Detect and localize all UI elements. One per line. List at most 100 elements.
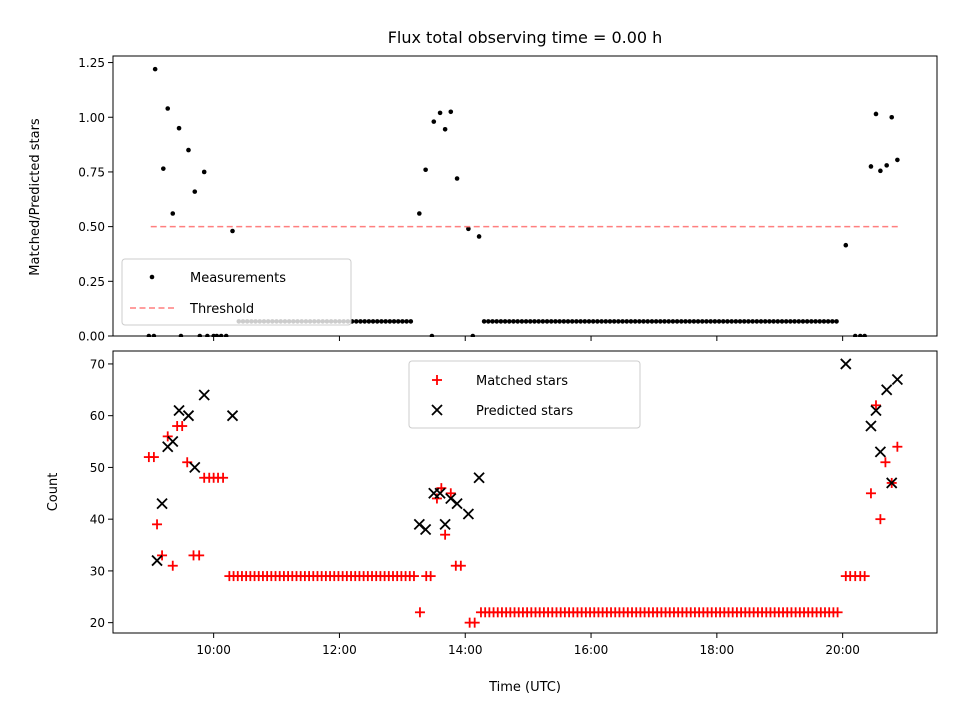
measurement-point — [658, 319, 663, 324]
matched-star-marker — [469, 617, 480, 628]
measurement-point — [586, 319, 592, 324]
measurement-point — [767, 319, 772, 324]
measurement-point — [830, 319, 835, 324]
measurement-point — [878, 168, 883, 174]
bottom-legend: Matched stars Predicted stars — [408, 360, 641, 429]
measurement-point — [506, 319, 512, 324]
legend-predicted-label: Predicted stars — [476, 404, 573, 419]
matched-star-marker — [880, 457, 891, 468]
measurement-point — [519, 319, 525, 324]
matched-star-marker — [148, 452, 159, 463]
measurement-point — [387, 319, 393, 324]
bottom-y-tick-label: 40 — [90, 513, 105, 527]
predicted-star-marker — [419, 523, 432, 536]
measurement-point — [662, 319, 667, 324]
measurement-point — [611, 319, 617, 324]
predicted-star-marker — [886, 477, 898, 489]
measurement-point — [476, 234, 482, 239]
measurement-point — [895, 157, 900, 163]
measurement-point — [746, 319, 751, 324]
predicted-star-marker — [173, 404, 185, 417]
top-y-tick-label: 0.25 — [78, 275, 105, 289]
matched-star-marker — [859, 571, 870, 582]
measurement-point — [161, 166, 166, 171]
top-panel: 0.00 0.25 0.50 0.75 1.00 1.25 Measurements Thre… — [78, 55, 938, 344]
matched-star-marker — [832, 607, 843, 618]
measurement-point — [590, 319, 596, 324]
bottom-x-tick-label: 10:00 — [196, 643, 231, 657]
bottom-x-tick-label: 14:00 — [448, 643, 483, 657]
measurement-point — [796, 319, 802, 324]
measurement-point — [649, 319, 655, 324]
measurement-point — [400, 319, 405, 324]
measurement-point — [454, 176, 460, 181]
matched-star-marker — [414, 607, 425, 618]
predicted-star-marker — [156, 498, 168, 510]
measurement-point — [536, 319, 541, 324]
measurement-point — [490, 319, 495, 324]
measurement-point — [628, 319, 634, 324]
matched-star-marker — [425, 571, 436, 582]
measurement-point — [230, 228, 235, 234]
predicted-star-marker — [865, 420, 877, 432]
measurement-point — [540, 319, 546, 324]
predicted-star-marker — [167, 435, 179, 448]
bottom-axes-frame — [112, 350, 938, 634]
bottom-y-tick-label: 30 — [90, 564, 105, 578]
measurement-point — [674, 319, 680, 324]
measurement-point — [843, 242, 849, 248]
measurement-point — [641, 319, 646, 324]
measurement-point — [431, 119, 437, 124]
matched-star-marker — [194, 550, 205, 561]
measurement-point — [569, 319, 575, 324]
measurement-point — [750, 319, 755, 324]
measurement-point — [813, 319, 818, 324]
measurement-point — [809, 319, 814, 324]
measurement-point — [448, 109, 454, 115]
predicted-star-marker — [434, 487, 446, 499]
measurement-point — [884, 163, 889, 168]
measurement-point — [565, 319, 571, 324]
measurement-point — [788, 319, 793, 324]
measurement-point — [666, 319, 672, 324]
matched-star-marker — [875, 514, 886, 525]
matched-star-marker — [152, 519, 163, 530]
matched-star-marker — [440, 529, 451, 540]
measurement-point — [729, 319, 734, 324]
bottom-x-tick-label: 20:00 — [825, 643, 860, 657]
predicted-star-marker — [840, 358, 852, 370]
measurement-point — [574, 319, 579, 324]
bottom-x-tick-label: 12:00 — [322, 643, 357, 657]
measurement-point — [582, 319, 588, 324]
top-y-tick-label: 0.75 — [78, 165, 105, 179]
measurement-point — [374, 319, 380, 324]
top-axes-frame — [112, 55, 938, 337]
measurement-point — [632, 319, 638, 324]
measurement-point — [704, 319, 709, 324]
measurement-point — [165, 106, 171, 111]
bottom-marks — [143, 358, 904, 628]
measurement-point — [595, 319, 600, 324]
top-y-axis-label: Matched/Predicted stars — [28, 118, 43, 276]
measurement-point — [873, 111, 879, 117]
measurement-point — [620, 319, 625, 324]
measurement-point — [737, 319, 743, 324]
measurement-point — [366, 319, 372, 324]
measurement-point — [423, 167, 428, 173]
top-legend-box — [121, 258, 352, 326]
measurement-point — [616, 319, 621, 324]
legend-matched-label: Matched stars — [476, 374, 568, 389]
measurement-point — [754, 319, 760, 324]
measurement-point — [775, 319, 781, 324]
measurement-point — [733, 319, 739, 324]
x-axis-label: Time (UTC) — [488, 680, 561, 695]
measurement-point — [670, 319, 676, 324]
matched-star-marker — [455, 560, 466, 571]
measurement-point — [201, 169, 207, 175]
measurement-point — [783, 319, 789, 324]
measurement-point — [417, 211, 422, 216]
predicted-star-marker — [151, 554, 163, 567]
measurement-point — [779, 319, 785, 324]
measurement-point — [603, 319, 609, 324]
